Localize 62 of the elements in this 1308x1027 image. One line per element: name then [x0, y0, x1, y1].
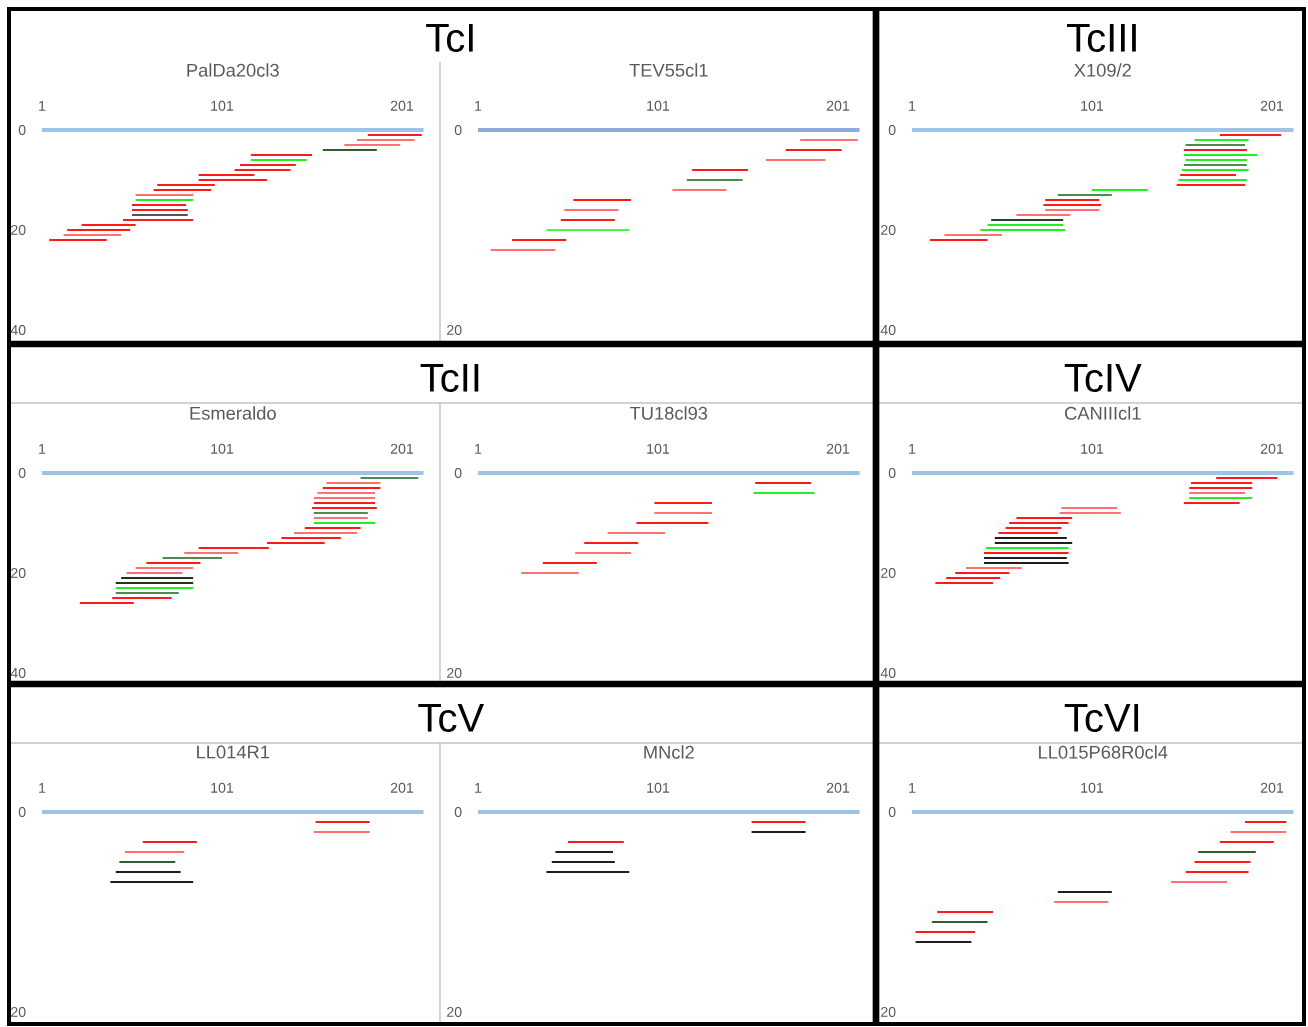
chart-title: MNcl2 — [644, 745, 694, 759]
y-tick-label: 40 — [880, 667, 896, 678]
x-tick-label: 201 — [1260, 443, 1284, 454]
y-tick-label: 0 — [18, 467, 26, 478]
x-tick-label: 201 — [1260, 100, 1284, 111]
y-tick-label: 20 — [447, 667, 462, 678]
y-tick-label: 0 — [888, 124, 896, 135]
text: TcIII — [1067, 24, 1136, 52]
x-tick-label: 1 — [39, 101, 46, 111]
x-tick-label: 201 — [1260, 782, 1284, 793]
x-tick-label: 201 — [390, 443, 414, 454]
chart-title: TU18cl93 — [629, 406, 708, 420]
x-tick-label: 1 — [39, 783, 46, 793]
text: TcII — [420, 364, 479, 392]
text: TcVI — [1064, 704, 1139, 732]
y-tick-label: 0 — [888, 467, 896, 478]
x-tick-label: 201 — [826, 100, 850, 111]
x-tick-label: 1 — [909, 783, 916, 793]
x-tick-label: 201 — [826, 443, 850, 454]
chart-title: LL014R1 — [197, 745, 270, 759]
x-tick-label: 101 — [1081, 443, 1104, 454]
x-tick-label: 201 — [390, 100, 414, 111]
y-tick-label: 20 — [11, 1006, 26, 1017]
x-tick-label: 101 — [211, 100, 234, 111]
y-tick-label: 20 — [881, 567, 896, 578]
x-tick-label: 101 — [211, 782, 234, 793]
x-tick-label: 101 — [211, 443, 234, 454]
x-tick-label: 201 — [826, 782, 850, 793]
y-tick-label: 20 — [11, 224, 26, 235]
x-tick-label: 101 — [647, 782, 670, 793]
chart-title: CANIIIcl1 — [1065, 406, 1141, 420]
chart-title: PalDa20cl3 — [187, 63, 279, 77]
y-tick-label: 20 — [881, 1006, 896, 1017]
chart-title: Esmeraldo — [190, 406, 276, 420]
text: TcIV — [1064, 364, 1142, 392]
y-tick-label: 20 — [447, 324, 462, 335]
y-tick-label: 0 — [454, 124, 462, 135]
x-tick-label: 101 — [647, 443, 670, 454]
text: TcV — [418, 704, 485, 732]
x-tick-label: 101 — [647, 100, 670, 111]
y-tick-label: 0 — [18, 806, 26, 817]
y-tick-label: 20 — [881, 224, 896, 235]
x-tick-label: 101 — [1081, 782, 1104, 793]
x-tick-label: 1 — [909, 444, 916, 454]
y-tick-label: 0 — [454, 467, 462, 478]
chart-title: LL015P68R0cl4 — [1039, 745, 1168, 759]
y-tick-label: 0 — [454, 806, 462, 817]
x-tick-label: 201 — [390, 782, 414, 793]
x-tick-label: 1 — [39, 444, 46, 454]
y-tick-label: 20 — [447, 1006, 462, 1017]
y-tick-label: 0 — [18, 124, 26, 135]
x-tick-label: 101 — [1081, 100, 1104, 111]
text: TcI — [426, 24, 473, 52]
y-tick-label: 20 — [11, 567, 26, 578]
y-tick-label: 40 — [880, 324, 896, 335]
chart-title: TEV55cl1 — [629, 63, 708, 77]
chart-title: X109/2 — [1074, 63, 1131, 77]
x-tick-label: 1 — [475, 101, 482, 111]
x-tick-label: 1 — [475, 444, 482, 454]
x-tick-label: 1 — [909, 101, 916, 111]
x-tick-label: 1 — [475, 783, 482, 793]
y-tick-label: 0 — [888, 806, 896, 817]
